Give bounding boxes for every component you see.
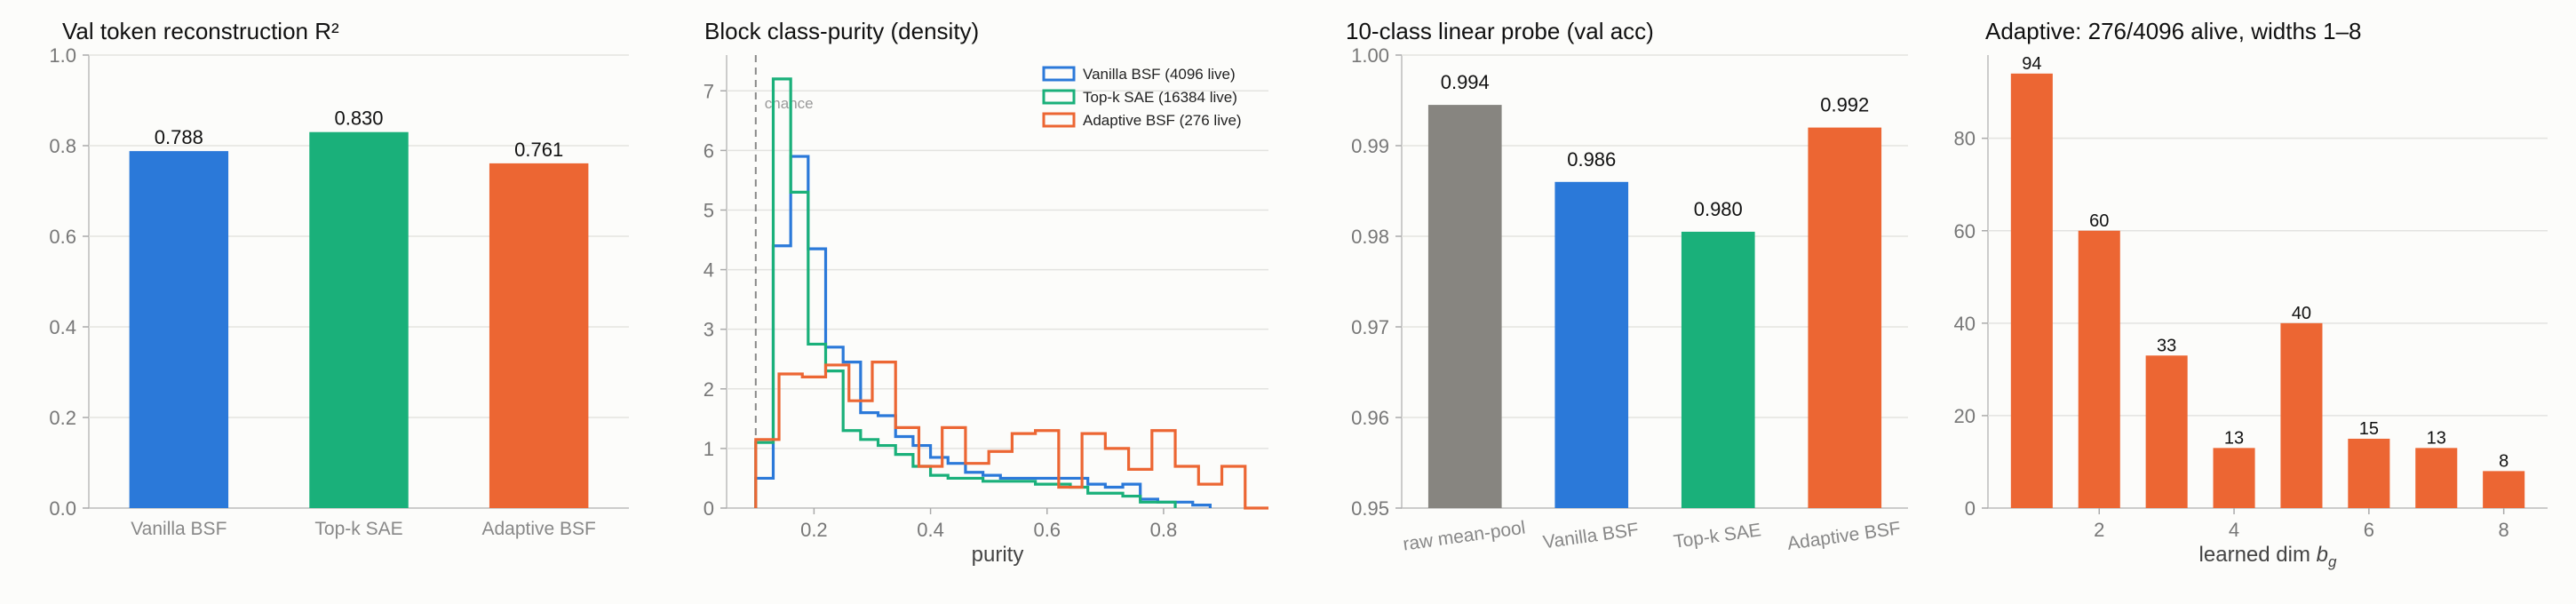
legend-swatch [1042,66,1076,82]
x-tick-label: raw mean-pool [1402,518,1527,555]
y-tick-label: 4 [704,259,714,282]
legend-swatch [1042,89,1076,105]
y-tick-label: 0.6 [49,226,76,248]
bar [2348,438,2390,508]
histogram-series-line [754,360,1268,510]
bar [2213,448,2255,508]
y-tick-label: 0 [704,497,714,520]
y-tick-label: 6 [704,139,714,162]
bar-value-label: 94 [2022,54,2041,74]
histogram-series-line [754,155,1212,508]
y-tick-label: 0.0 [49,497,76,520]
x-tick-label: Vanilla BSF [131,519,227,539]
bar [2483,471,2525,508]
bar-value-label: 0.830 [334,107,383,130]
bar-value-label: 0.788 [155,126,203,148]
chart-title: Block class-purity (density) [704,18,979,44]
bar [489,163,589,508]
bar-value-label: 40 [2292,304,2311,323]
x-tick-label: 0.4 [917,519,944,541]
x-tick-label: Top-k SAE [1673,520,1762,552]
panel-linear-probe: 10-class linear probe (val acc) 0.95 0.96 0… [1346,18,1908,555]
bar-value-label: 15 [2359,419,2379,439]
bar-value-label: 0.986 [1567,148,1616,171]
legend-label: Adaptive BSF (276 live) [1083,112,1242,129]
panel-reconstruction-r2: Val token reconstruction R² 0.0 0.2 0.4 0.6 0… [49,18,629,539]
chart-title: Adaptive: 276/4096 alive, widths 1–8 [1985,18,2362,44]
y-tick-label: 60 [1954,220,1976,242]
bar [1808,127,1882,508]
x-axis-label-sub: g [2328,553,2337,570]
bar [1554,181,1629,509]
bar [129,151,229,508]
y-tick-label: 1 [704,438,714,460]
chart-title: Val token reconstruction R² [62,18,339,44]
x-axis-label: learned dim bg [2199,543,2337,570]
x-tick-label: 2 [2094,519,2104,541]
y-tick-label: 3 [704,319,714,341]
bar-value-label: 8 [2499,451,2508,471]
y-tick-label: 7 [704,80,714,102]
bar-value-label: 0.994 [1441,71,1490,93]
y-tick-label: 0 [1965,497,1976,520]
y-tick-label: 80 [1954,128,1976,150]
bar-value-label: 60 [2089,211,2109,231]
axis-spine [1987,55,2548,509]
x-tick-label: Adaptive BSF [1786,518,1902,554]
bar-value-label: 33 [2157,336,2176,355]
y-tick-label: 0.2 [49,407,76,429]
y-tick-label: 0.99 [1351,135,1389,157]
y-tick-label: 0.4 [49,316,76,338]
bar [2078,230,2120,508]
x-tick-label: 0.2 [800,519,828,541]
x-axis-label-text: learned dim [2199,543,2317,567]
x-axis-label: purity [972,543,1024,567]
bar [1681,231,1755,508]
bar [1427,105,1502,508]
y-tick-label: 0.95 [1351,497,1389,520]
y-tick-label: 0.8 [49,135,76,157]
y-tick-label: 1.0 [49,44,76,67]
y-tick-label: 1.00 [1351,44,1389,67]
chance-label: chance [765,95,814,112]
x-axis-label-var: b [2317,543,2328,567]
bar-value-label: 0.761 [514,139,563,161]
bar-value-label: 0.980 [1694,198,1743,220]
y-tick-label: 40 [1954,313,1976,335]
panel-adaptive-widths: Adaptive: 276/4096 alive, widths 1–8 0 20 4… [1954,18,2548,570]
legend-swatch [1042,112,1076,128]
y-tick-label: 0.98 [1351,226,1389,248]
x-tick-label: 6 [2364,519,2374,541]
x-tick-label: 4 [2229,519,2239,541]
bar-value-label: 13 [2427,428,2446,448]
bar [2280,322,2323,508]
y-tick-label: 2 [704,378,714,401]
histogram-series-line [754,77,1177,508]
x-tick-label: Top-k SAE [314,519,402,539]
y-tick-label: 20 [1954,405,1976,427]
x-tick-label: 8 [2499,519,2509,541]
bar-value-label: 0.992 [1820,94,1869,116]
y-tick-label: 0.96 [1351,407,1389,429]
bar [2010,73,2053,508]
panel-class-purity: Block class-purity (density) 0 1 2 3 4 5 6 7 0.2 0… [704,18,1268,567]
legend-label: Vanilla BSF (4096 live) [1083,66,1236,83]
y-tick-label: 0.97 [1351,316,1389,338]
x-tick-label: 0.8 [1150,519,1178,541]
y-tick-label: 5 [704,199,714,221]
bar [2415,448,2458,508]
x-tick-label: 0.6 [1033,519,1061,541]
bar [2145,355,2188,508]
bar [309,131,409,508]
bar-value-label: 13 [2224,428,2244,448]
legend-label: Top-k SAE (16384 live) [1083,89,1237,106]
x-tick-label: Vanilla BSF [1542,520,1640,553]
x-tick-label: Adaptive BSF [481,519,595,539]
chart-title: 10-class linear probe (val acc) [1346,18,1654,44]
